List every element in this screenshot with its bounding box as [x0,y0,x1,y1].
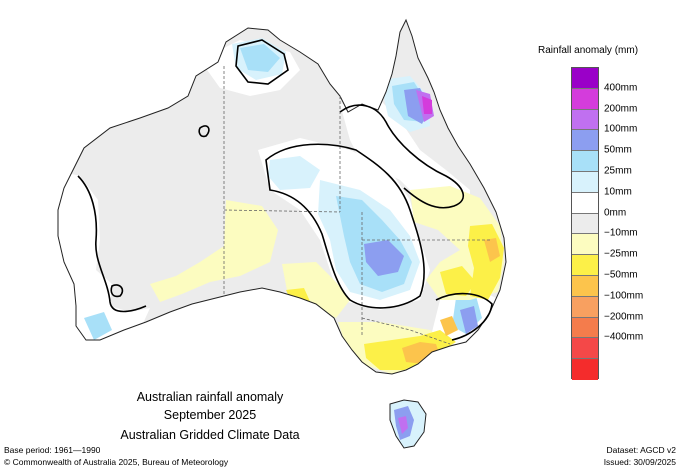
legend-label: −25mm [604,248,638,260]
dataset-label: Dataset: AGCD v2 [606,445,676,455]
legend-label: 10mm [604,186,632,198]
map-title: Australian rainfall anomaly [136,390,284,404]
legend-swatch [572,171,598,193]
contour-north [235,39,289,85]
legend-swatch [572,255,598,276]
region-north-wet [240,44,280,72]
legend-color-bar [571,67,599,380]
contour-west [77,175,147,313]
border-nsw-vic [361,317,451,345]
legend-swatch [572,234,598,256]
region-nsw-coast-very-dry [484,238,500,262]
legend-label: 25mm [604,165,632,177]
region-interior-wet-light [268,156,320,190]
region-alps-very-dry [440,316,458,336]
legend-title: Rainfall anomaly (mm) [538,45,639,56]
anomaly-regions [58,38,504,374]
contour-southeast [435,292,493,341]
region-nsw-inland-dry [440,266,476,296]
issued-date: Issued: 30/09/2025 [603,457,676,467]
copyright: © Commonwealth of Australia 2025, Bureau… [4,457,229,467]
legend-swatch [572,88,598,110]
legend-label: 100mm [604,123,638,135]
coastline [57,18,507,375]
legend-swatch [572,130,598,152]
base-period: Base period: 1961—1990 [4,445,101,455]
region-central-very-wet [364,240,404,276]
legend-swatch [572,192,598,214]
border-nt-sa [223,209,341,213]
contour-east [339,104,465,209]
map-period: September 2025 [163,408,257,422]
legend-label: 50mm [604,144,632,156]
state-borders [223,66,492,345]
region-east-near-average [340,100,470,210]
legend-swatch [572,275,598,297]
contour-small-1 [198,125,210,138]
legend-label: −100mm [604,290,644,302]
legend-swatch [572,338,598,360]
contour-small-2 [110,284,124,298]
contour-interior [265,143,425,309]
region-sa-dry [282,262,350,318]
legend-swatch [572,151,598,172]
legend-swatch [572,213,598,235]
legend-label: −200mm [604,311,644,323]
region-se-coast-very-wet [460,306,478,334]
legend-swatch [572,109,598,131]
legend-label: −10mm [604,227,638,239]
legend-swatch [572,296,598,318]
zero-anomaly-contours [77,39,493,341]
region-west-coast-near-average [58,170,150,345]
map-dataset-title: Australian Gridded Climate Data [120,428,300,442]
legend-swatch [572,68,598,89]
region-wa-interior-dry [150,200,278,302]
legend-label: −50mm [604,269,638,281]
legend-label: −400mm [604,331,644,343]
region-sw-wet [84,312,112,340]
region-qld-extreme-wet-core [422,96,432,114]
legend-label: 200mm [604,103,638,115]
legend-label: 0mm [604,207,627,219]
legend-swatch [572,359,598,380]
legend-swatch [572,317,598,339]
legend-label: 400mm [604,82,638,94]
tasmania-very-wet [398,416,408,434]
tasmania [389,399,427,449]
